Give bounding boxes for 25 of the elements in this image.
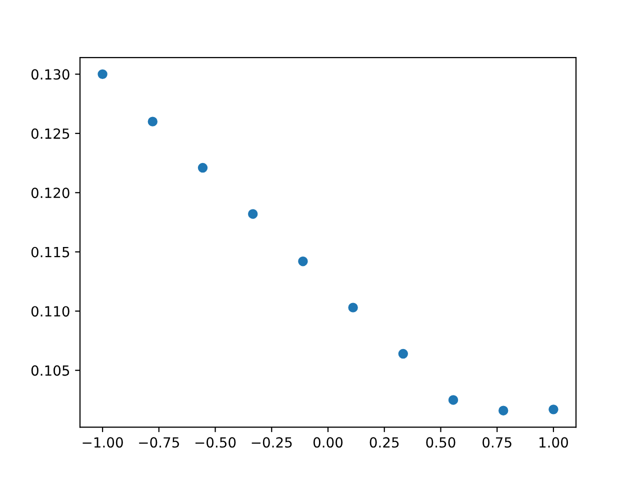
x-tick-label: −0.75 <box>139 437 179 448</box>
y-tick-label: 0.130 <box>31 69 70 80</box>
point <box>298 256 308 266</box>
x-tick-label: 1.00 <box>540 437 568 448</box>
y-tick-label: 0.115 <box>31 246 70 258</box>
point <box>498 406 508 416</box>
point <box>198 162 208 173</box>
y-tick-label: 0.120 <box>31 188 70 198</box>
x-tick-label: −0.50 <box>195 437 236 448</box>
point <box>448 395 458 405</box>
x-tick-label: 0.25 <box>370 437 399 448</box>
y-tick-label: 0.125 <box>31 128 70 139</box>
point <box>348 302 358 312</box>
point <box>398 348 408 359</box>
point <box>548 404 558 414</box>
x-tick-label: 0.75 <box>482 437 512 448</box>
x-tick-label: −0.25 <box>252 437 292 448</box>
x-tick-label: 0.00 <box>313 437 343 448</box>
x-tick-label: −1.00 <box>82 437 123 448</box>
y-tick-label: 0.110 <box>31 306 70 317</box>
point <box>148 116 158 126</box>
point <box>248 209 258 219</box>
point <box>98 69 108 80</box>
y-tick-label: 0.105 <box>31 365 70 376</box>
x-tick-label: 0.50 <box>426 437 456 448</box>
